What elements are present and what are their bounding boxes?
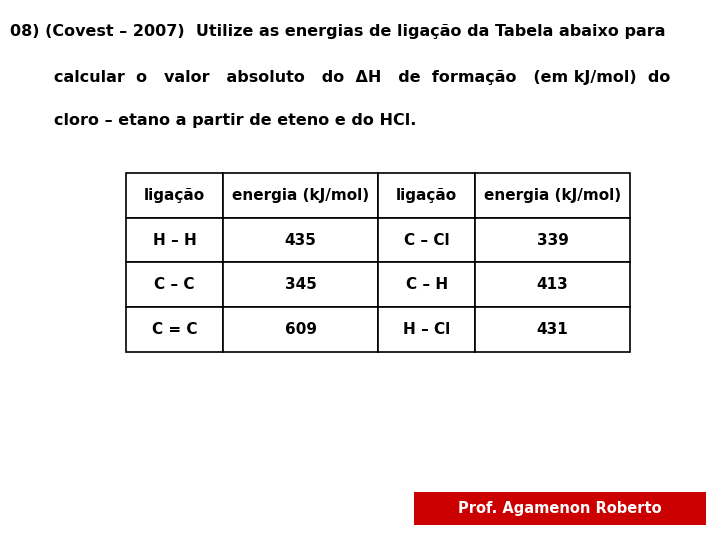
Text: energia (kJ/mol): energia (kJ/mol) <box>484 188 621 202</box>
Bar <box>378 173 475 218</box>
Bar <box>475 173 630 218</box>
Text: C = C: C = C <box>152 322 197 337</box>
Text: H – H: H – H <box>153 233 197 247</box>
Bar <box>126 218 223 262</box>
Text: energia (kJ/mol): energia (kJ/mol) <box>232 188 369 202</box>
Text: ligação: ligação <box>396 188 457 202</box>
Text: cloro – etano a partir de eteno e do HCl.: cloro – etano a partir de eteno e do HCl… <box>54 113 416 129</box>
Bar <box>475 307 630 352</box>
Text: calcular  o   valor   absoluto   do  ΔH   de  formação   (em kJ/mol)  do: calcular o valor absoluto do ΔH de forma… <box>54 70 670 85</box>
Bar <box>223 218 378 262</box>
Bar <box>414 492 706 525</box>
Text: 08) (Covest – 2007)  Utilize as energias de ligação da Tabela abaixo para: 08) (Covest – 2007) Utilize as energias … <box>10 24 665 39</box>
Text: ligação: ligação <box>144 188 205 202</box>
Text: C – H: C – H <box>405 278 448 292</box>
Text: C – Cl: C – Cl <box>404 233 449 247</box>
Bar <box>475 218 630 262</box>
Bar <box>378 262 475 307</box>
Text: 345: 345 <box>284 278 317 292</box>
Bar <box>475 262 630 307</box>
Bar <box>126 262 223 307</box>
Bar <box>223 173 378 218</box>
Text: 431: 431 <box>536 322 569 337</box>
Text: H – Cl: H – Cl <box>403 322 450 337</box>
Text: 413: 413 <box>536 278 569 292</box>
Bar <box>378 307 475 352</box>
Bar <box>126 307 223 352</box>
Bar <box>223 262 378 307</box>
Text: 435: 435 <box>284 233 317 247</box>
Text: C – C: C – C <box>154 278 195 292</box>
Bar <box>378 218 475 262</box>
Text: Prof. Agamenon Roberto: Prof. Agamenon Roberto <box>458 501 662 516</box>
Text: 609: 609 <box>284 322 317 337</box>
Bar <box>126 173 223 218</box>
Text: 339: 339 <box>536 233 569 247</box>
Bar <box>223 307 378 352</box>
